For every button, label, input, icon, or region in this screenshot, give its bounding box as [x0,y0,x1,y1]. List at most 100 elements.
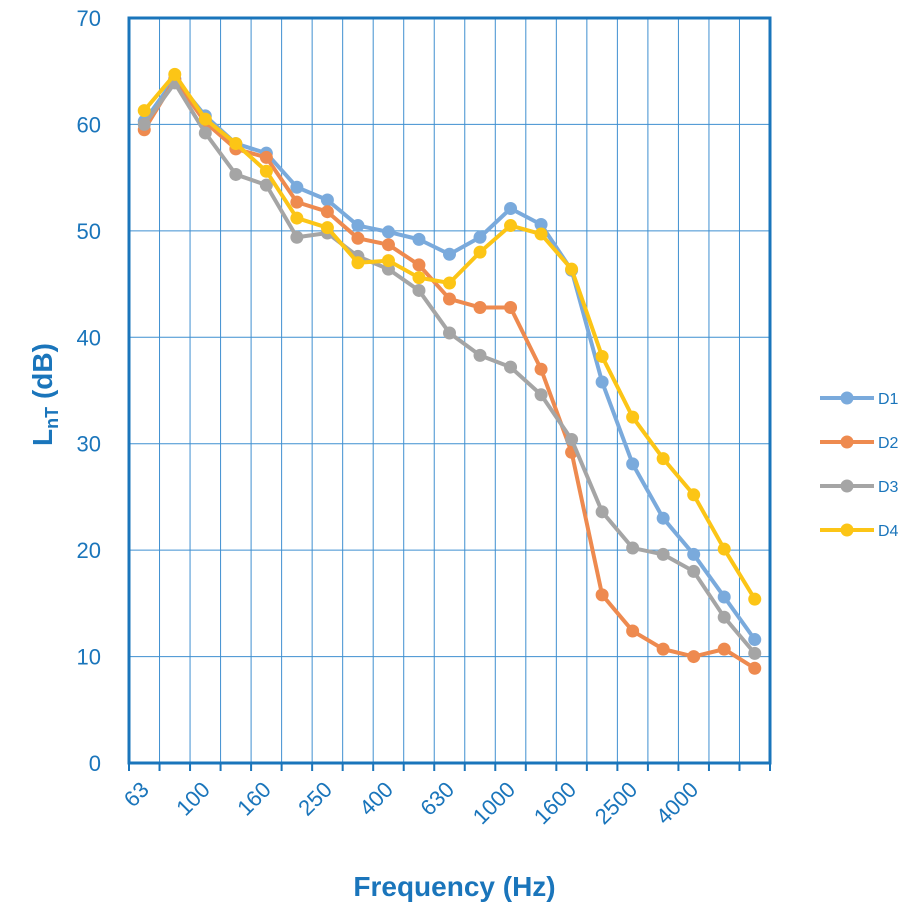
x-tick-label: 160 [232,777,276,821]
data-point [595,375,609,389]
data-point [137,104,151,118]
data-point [748,633,762,647]
data-point [595,505,609,519]
legend-label: D4 [878,523,899,540]
legend: D1 D2 D3 D4 [820,391,899,540]
data-point [748,592,762,606]
data-point [351,219,365,233]
series-d1 [137,72,762,647]
data-point [443,276,456,290]
axis-ticks: 0 10 20 30 40 50 60 70 63 100 160 250 400 630 1000 1600… [77,6,771,829]
data-point [534,362,548,376]
data-point [229,167,243,181]
data-point [320,221,334,235]
data-point [748,661,762,675]
legend-item-d3: D3 [820,479,899,496]
data-point [381,254,395,268]
legend-item-d4: D4 [820,523,899,540]
y-axis-title-unit: (dB) [27,343,58,407]
y-axis-title: LnT (dB) [27,343,62,446]
data-point [137,117,151,131]
data-point [320,205,334,219]
data-point [534,227,548,241]
data-point [656,511,670,525]
x-tick-label: 100 [171,777,215,821]
legend-label: D1 [878,391,899,408]
y-tick-label: 40 [77,325,101,350]
data-point [656,642,670,656]
series-d2 [137,73,762,675]
data-point [595,349,609,363]
series-d4 [137,67,762,606]
data-point [595,588,609,602]
y-tick-label: 70 [77,6,101,31]
data-point [290,211,304,225]
series-group [137,67,762,675]
data-point [504,202,518,216]
y-axis-title-subscript: nT [42,407,62,429]
data-point [504,360,518,374]
data-point [534,388,548,402]
data-point [717,590,731,604]
x-axis-title: Frequency (Hz) [353,871,555,902]
x-tick-label: 250 [293,777,337,821]
data-point [626,410,640,424]
data-point [687,547,701,561]
legend-item-d2: D2 [820,435,899,452]
data-point [259,150,273,164]
data-point [443,247,456,261]
data-point [473,245,487,259]
legend-item-d1: D1 [820,391,899,408]
y-tick-label: 20 [77,538,101,563]
data-point [198,126,212,140]
x-tick-label: 400 [354,777,398,821]
x-tick-label: 2500 [590,777,642,829]
data-point [381,238,395,252]
data-point [259,178,273,192]
data-point [168,67,182,81]
data-point [412,283,426,297]
data-point [320,193,334,207]
data-point [198,112,212,126]
data-point [534,217,548,231]
series-d3 [137,76,762,660]
x-tick-label: 1000 [468,777,520,829]
data-point [381,225,395,239]
data-point [412,232,426,246]
x-tick-label: 63 [119,777,154,812]
data-point [687,488,701,502]
data-point [626,541,640,555]
data-point [412,271,426,285]
legend-marker [840,435,854,449]
data-point [351,231,365,245]
legend-marker [840,391,854,405]
data-point [504,300,518,314]
data-point [290,195,304,209]
data-point [748,646,762,660]
data-point [656,547,670,561]
y-tick-label: 10 [77,645,101,670]
plot-area-border [127,16,772,765]
data-point [443,326,456,340]
data-point [565,262,579,276]
data-point [229,137,243,151]
x-tick-label: 1600 [529,777,581,829]
data-point [473,348,487,362]
data-point [473,300,487,314]
x-tick-label: 630 [415,777,459,821]
data-point [687,564,701,578]
data-point [443,292,456,306]
data-point [687,650,701,664]
data-point [290,230,304,244]
data-point [290,180,304,194]
y-tick-label: 0 [89,751,101,776]
y-tick-label: 50 [77,219,101,244]
legend-label: D3 [878,479,899,496]
data-point [565,432,579,446]
legend-label: D2 [878,435,899,452]
y-axis-title-main: L [27,429,58,446]
data-point [626,624,640,638]
y-tick-label: 30 [77,432,101,457]
data-point [504,219,518,233]
data-point [412,258,426,272]
